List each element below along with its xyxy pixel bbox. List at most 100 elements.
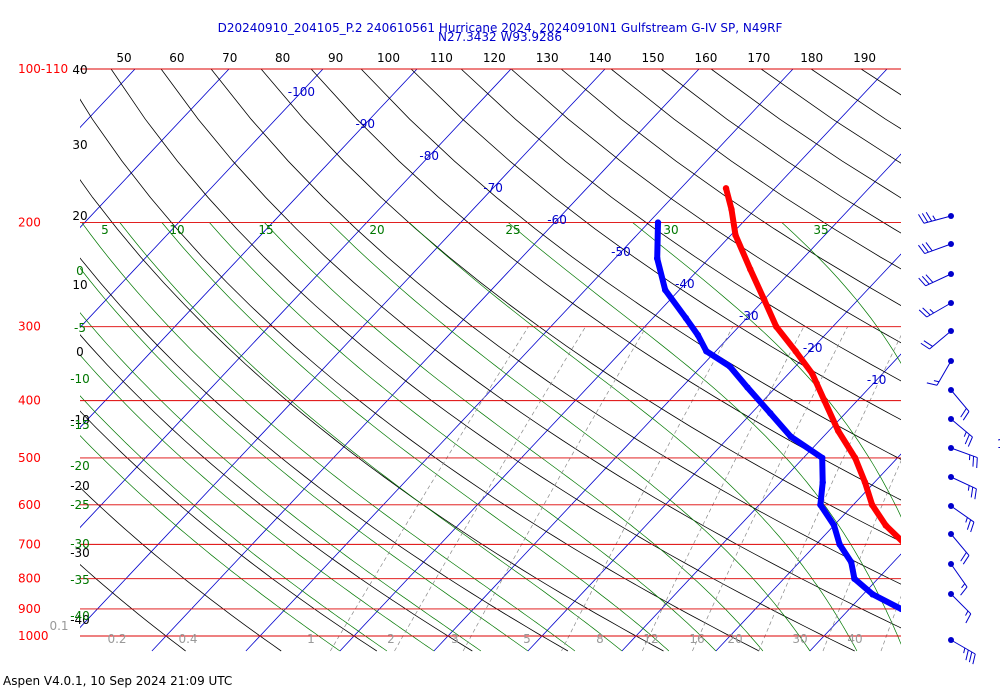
mixing-ratio-label: 0.1 (49, 619, 68, 633)
moist-adiabat-line (81, 222, 576, 652)
pressure-label: 1000 (18, 629, 49, 643)
wind-barb-shaft (950, 563, 968, 588)
dewpoint-profile-point (767, 410, 774, 417)
dry-adiabat-line (80, 564, 186, 652)
dry-adiabat-line (80, 334, 473, 652)
wind-barb-shaft (923, 215, 952, 224)
wind-barb-shaft (925, 273, 952, 287)
height-label: 40 (72, 63, 87, 77)
theta-e-label: 15 (258, 223, 273, 237)
wind-barb-shaft (950, 639, 976, 655)
moist-adiabat-line (80, 312, 482, 652)
mixing-ratio-label: 3 (451, 632, 459, 646)
pressure-label: 700 (18, 537, 41, 551)
pressure-label: 800 (18, 572, 41, 586)
isotherm-line (433, 153, 901, 652)
wind-barb-half-flag (933, 380, 940, 383)
isotherm-line (80, 69, 512, 529)
mixing-ratio-label: 20 (727, 632, 742, 646)
wind-barb-flag (922, 307, 931, 316)
wind-barb-flag (962, 555, 970, 565)
temperature-profile-point (821, 397, 828, 404)
temperature-profile-point (732, 231, 739, 239)
mixing-ratio-label: 12 (643, 632, 658, 646)
dewpoint-profile-point (654, 219, 662, 226)
temperature-profile-point (747, 266, 754, 273)
temperature-profile-point (868, 501, 876, 508)
chart-title: D20240910_204105_P.2 240610561 Hurricane… (217, 21, 783, 35)
dewpoint-profile-point (830, 522, 838, 529)
isotherm-line (809, 553, 901, 652)
wind-barb-flag (918, 309, 928, 318)
height-label: 0 (76, 345, 84, 359)
isotherm-line (339, 69, 888, 652)
wind-barb-half-flag (965, 610, 969, 616)
wind-barb-shaft (950, 593, 972, 615)
dewpoint-profile-point (787, 433, 794, 440)
wind-barb-flag (972, 456, 975, 467)
top-scale-label: 150 (642, 51, 665, 65)
dry-adiabat-line (160, 69, 901, 629)
theta-e-label: 20 (369, 223, 384, 237)
moist-adiabat-label: -40 (70, 609, 90, 623)
moist-adiabat-label: -15 (70, 418, 90, 432)
wind-barb-shaft (936, 360, 952, 386)
moist-adiabat-label: -35 (70, 573, 90, 587)
moist-adiabat-label: -25 (70, 498, 90, 512)
top-scale-label: 80 (275, 51, 290, 65)
top-scale-label: 70 (222, 51, 237, 65)
isotherm-label: -10 (867, 373, 887, 387)
moist-adiabat-line (119, 222, 623, 652)
mixing-ratio-line (561, 326, 734, 652)
wind-barb-half-flag (961, 583, 966, 589)
dewpoint-profile-point (869, 591, 876, 598)
wind-barb-shaft (950, 533, 970, 556)
top-scale-label: 110 (430, 51, 453, 65)
dewpoint-profile-point (819, 454, 826, 462)
wind-barb-shaft (950, 389, 970, 412)
mixing-ratio-label: 8 (596, 632, 604, 646)
wind-barb-half-flag (967, 485, 970, 491)
isotherm-label: -30 (739, 309, 759, 323)
mixing-ratio-label: 2 (387, 632, 395, 646)
dry-adiabat-line (460, 69, 901, 382)
top-scale-label: 140 (589, 51, 612, 65)
pressure-label: 200 (18, 216, 41, 230)
isobar-lines (80, 68, 901, 637)
dewpoint-profile-point (726, 363, 733, 370)
mixing-ratio-label: 30 (792, 632, 807, 646)
isotherm-label: -60 (547, 213, 567, 227)
top-scale-label: 190 (853, 51, 876, 65)
dry-adiabat-line (961, 69, 1000, 651)
pressure-label: 500 (18, 451, 41, 465)
wind-barb-flag (918, 244, 926, 254)
moist-adiabat-label: -20 (70, 459, 90, 473)
top-scale-label: 170 (747, 51, 770, 65)
wind-barb-half-flag (929, 309, 935, 314)
wind-barb-shaft (950, 505, 975, 523)
wind-barb-flag (970, 521, 975, 533)
dry-adiabat-line (210, 69, 901, 585)
top-scale-label: 50 (116, 51, 131, 65)
dry-adiabat-line (80, 486, 282, 652)
wind-barb-flag (965, 649, 969, 661)
wind-barb-flag (960, 552, 967, 562)
top-scale-label: 130 (536, 51, 559, 65)
dewpoint-profile-point (927, 620, 933, 626)
temperature-profile-point (728, 206, 735, 213)
theta-e-label: 10 (169, 223, 184, 237)
wind-barb-flag (918, 277, 926, 287)
moist-adiabat-label: -10 (70, 372, 90, 386)
wind-barb-shaft (950, 418, 973, 438)
mixing-ratio-line (462, 326, 647, 652)
wind-barb-shaft (950, 476, 977, 490)
isotherm-line (80, 69, 418, 429)
temperature-profile-point (835, 427, 842, 435)
isotherm-line (151, 69, 700, 652)
height-label: -40 (70, 613, 90, 627)
height-label: 30 (72, 138, 87, 152)
moist-adiabat-label: -30 (70, 537, 90, 551)
dry-adiabat-line (860, 69, 901, 96)
